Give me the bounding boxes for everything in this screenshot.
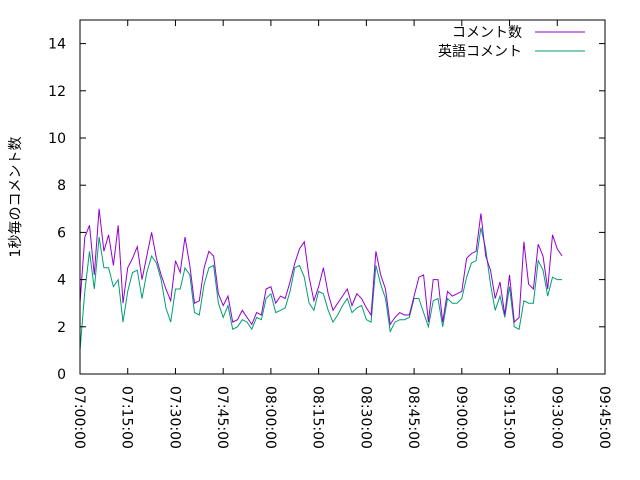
x-tick-label: 07:30:00 [166, 386, 182, 449]
series-line-1 [79, 208, 563, 326]
x-tick-label: 08:45:00 [405, 386, 421, 449]
y-tick-label: 4 [57, 273, 66, 289]
x-tick-label: 07:00:00 [71, 386, 87, 449]
y-tick-label: 12 [48, 84, 66, 100]
x-tick-label: 09:45:00 [596, 386, 612, 449]
x-tick-label: 07:15:00 [119, 386, 135, 449]
x-tick-label: 08:00:00 [262, 386, 278, 449]
legend-label-series-1: コメント数 [452, 25, 522, 41]
series-lines [79, 208, 563, 351]
y-tick-label: 2 [57, 320, 66, 336]
y-tick-label: 10 [48, 131, 66, 147]
x-tick-label: 09:00:00 [453, 386, 469, 449]
y-tick-label: 8 [57, 178, 66, 194]
x-axis: 07:00:00 07:15:00 07:30:00 07:45:00 08:00:00… [71, 20, 612, 449]
y-tick-label: 14 [48, 37, 66, 53]
y-axis: 0 2 4 6 8 10 12 14 [48, 37, 605, 383]
plot-frame [79, 19, 606, 375]
series-line-2 [79, 227, 562, 351]
legend: コメント数 英語コメント [438, 25, 585, 60]
legend-label-series-2: 英語コメント [438, 43, 522, 60]
x-tick-label: 09:15:00 [501, 386, 517, 449]
x-tick-label: 08:15:00 [310, 386, 326, 449]
y-tick-label: 0 [57, 367, 66, 383]
x-tick-label: 07:45:00 [214, 386, 230, 449]
y-axis-label: 1秒毎のコメント数 [8, 137, 24, 258]
y-tick-label: 6 [57, 225, 66, 241]
x-tick-label: 09:30:00 [548, 386, 564, 449]
x-tick-label: 08:30:00 [357, 386, 373, 449]
